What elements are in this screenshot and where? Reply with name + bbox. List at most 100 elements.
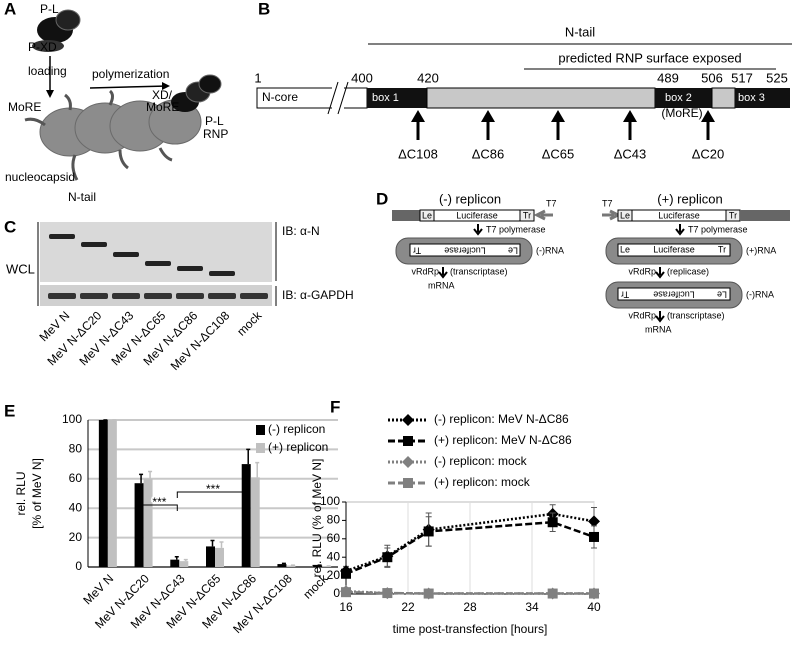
position: 517	[731, 70, 753, 85]
nucleocapsid	[39, 99, 202, 157]
y-axis-label: rel. RLU (% of MeV N]	[310, 459, 324, 578]
y-tick-label: 100	[62, 412, 82, 426]
error-bar	[210, 539, 215, 547]
segment-label: Tr	[413, 246, 421, 256]
marker	[547, 517, 558, 528]
tail	[24, 117, 46, 127]
arrow	[675, 224, 685, 236]
domain-label: box 2	[665, 92, 692, 104]
segment-label: Tr	[718, 244, 726, 254]
segment-label: Luciferase	[653, 290, 695, 300]
panel-a: P-L P-XD loading polymerization XD/ MoRE…	[5, 2, 228, 204]
label: loading	[28, 64, 67, 78]
arrowhead	[551, 110, 565, 122]
band	[177, 266, 203, 271]
y-tick-label: 80	[69, 442, 83, 456]
legend-marker	[403, 478, 413, 488]
label: XD/	[152, 88, 173, 102]
marker	[547, 588, 558, 599]
marker	[341, 587, 351, 598]
band	[49, 234, 75, 239]
promoter-arrow	[533, 209, 553, 221]
x-tick-label: 34	[525, 600, 539, 614]
band	[209, 271, 235, 276]
segment-label: Le	[508, 246, 518, 256]
y-tick-label: 60	[327, 531, 341, 545]
y-tick-label: 0	[75, 559, 82, 573]
label: P-L	[40, 2, 59, 16]
lane-label: mock	[234, 308, 265, 339]
bar	[277, 564, 287, 567]
bar	[286, 565, 296, 567]
y-tick-label: 100	[320, 494, 340, 508]
ribozyme	[392, 210, 420, 221]
enzyme: vRdRp	[411, 266, 439, 276]
enzyme: vRdRp	[628, 266, 656, 276]
arrowhead	[411, 110, 425, 122]
arrow	[655, 267, 665, 279]
segment-label: T7	[546, 198, 557, 208]
position: 506	[701, 70, 723, 85]
legend-label: (-) replicon	[268, 422, 325, 436]
deletion-label: ΔC108	[398, 146, 438, 161]
box-2	[655, 88, 712, 108]
segment-label: Luciferase	[658, 210, 700, 220]
error-bar	[255, 461, 260, 478]
panel-label: B	[258, 0, 270, 18]
error-bar	[139, 473, 144, 484]
segment-label: T7	[602, 198, 613, 208]
p-l-blob	[55, 9, 81, 31]
tail	[118, 149, 129, 170]
error-bar	[174, 555, 179, 560]
label: predicted RNP surface exposed	[558, 50, 741, 65]
deletion-label: ΔC20	[692, 146, 725, 161]
band	[112, 293, 140, 299]
p-xd-blob	[32, 40, 64, 52]
panel-label: F	[330, 397, 340, 416]
enzyme: vRdRp	[628, 310, 656, 320]
segment-label: Luciferase	[444, 246, 486, 256]
x-axis-label: time post-transfection [hours]	[393, 622, 548, 636]
bar	[98, 420, 108, 567]
domain-label: (MoRE)	[661, 106, 702, 120]
arrowhead	[481, 110, 495, 122]
segment-label: Le	[717, 290, 727, 300]
band	[176, 293, 204, 299]
label: nucleocapsid	[5, 170, 75, 184]
bar	[313, 565, 323, 567]
segment-label: Tr	[621, 290, 629, 300]
role: (replicase)	[667, 266, 709, 276]
ribozyme	[740, 210, 790, 221]
legend-swatch	[256, 425, 265, 435]
y-axis-label: rel. RLU	[14, 471, 28, 515]
promoter-arrow	[602, 209, 622, 221]
label: MoRE	[146, 100, 179, 114]
x-tick-label: 22	[401, 600, 415, 614]
role: (transcriptase)	[667, 310, 725, 320]
position: 489	[657, 70, 679, 85]
domain-label: box 3	[738, 92, 765, 104]
band	[81, 242, 107, 247]
arrow	[438, 267, 448, 279]
arrow	[655, 311, 665, 323]
y-tick-label: 0	[333, 586, 340, 600]
deletion-label: ΔC86	[472, 146, 505, 161]
marker	[589, 531, 599, 542]
label: MoRE	[8, 100, 41, 114]
bracket	[176, 491, 250, 498]
legend-label: (-) replicon: mock	[434, 454, 528, 468]
segment-label: Luciferase	[653, 244, 695, 254]
bar	[170, 559, 180, 567]
bar	[215, 547, 224, 567]
segment-label: Luciferase	[456, 210, 498, 220]
legend-marker	[402, 456, 414, 468]
p-l-blob	[198, 74, 222, 94]
break-gap	[332, 84, 344, 112]
deletion-label: ΔC65	[542, 146, 575, 161]
legend-swatch	[256, 443, 265, 453]
y-tick-label: 60	[69, 471, 83, 485]
step: T7 polymerase	[688, 224, 748, 234]
bar	[143, 478, 153, 567]
bracket	[141, 504, 178, 511]
x-tick-label: 28	[463, 600, 477, 614]
